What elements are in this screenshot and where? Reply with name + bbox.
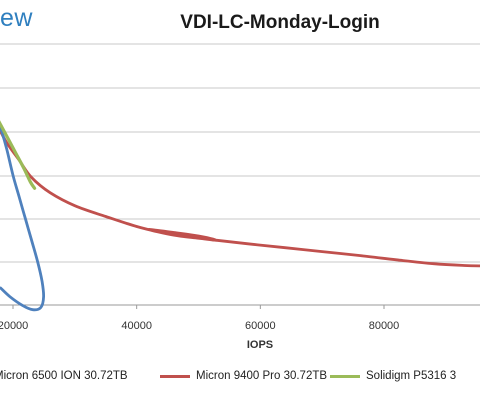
x-tick-label: 80000 [369, 320, 400, 332]
x-axis-label: IOPS [247, 339, 273, 351]
series-line-1 [0, 123, 46, 312]
legend-item: Micron 6500 ION 30.72TB [0, 370, 128, 382]
chart-title: VDI-LC-Monday-Login [180, 12, 380, 33]
legend-item: Micron 9400 Pro 30.72TB [160, 370, 327, 382]
watermark-logo-text: ew [0, 4, 33, 32]
legend-swatch [330, 374, 360, 378]
legend-label: Micron 9400 Pro 30.72TB [196, 370, 328, 382]
legend-item: Solidigm P5316 3 [330, 370, 456, 382]
series-lines [0, 120, 480, 312]
grid-lines [0, 43, 480, 306]
legend-label: Micron 6500 ION 30.72TB [0, 370, 128, 382]
x-tick-label: 40000 [121, 320, 152, 332]
x-tick-label: 60000 [245, 320, 276, 332]
legend-swatch [160, 374, 190, 378]
x-tick-label: 20000 [0, 320, 28, 332]
legend-label: Solidigm P5316 3 [366, 370, 457, 382]
x-axis-ticks: 20000 40000 60000 80000 [0, 305, 399, 332]
series-line-3 [0, 120, 37, 190]
chart-legend: Micron 6500 ION 30.72TB Micron 9400 Pro 3… [0, 370, 480, 392]
series-line-2 [0, 127, 480, 268]
